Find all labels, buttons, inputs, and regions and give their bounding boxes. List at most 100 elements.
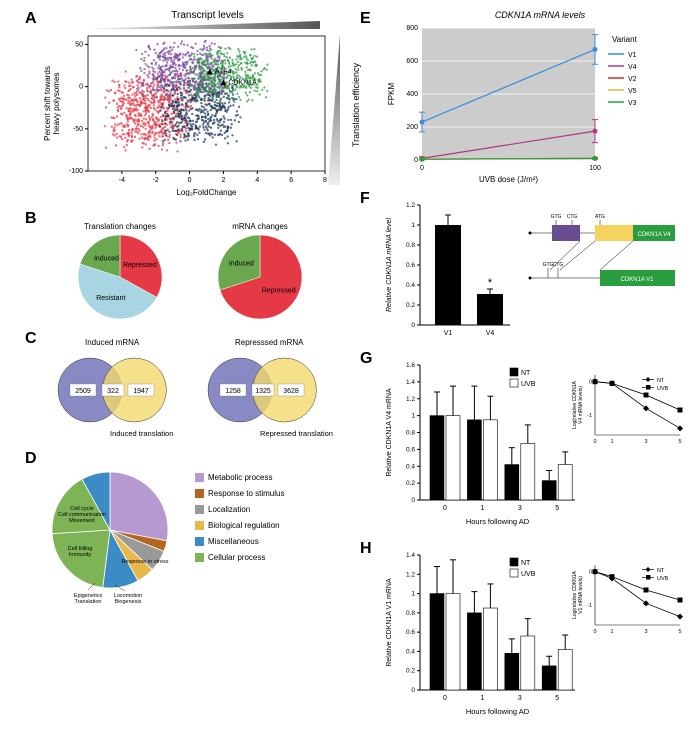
svg-text:3: 3: [644, 629, 647, 635]
svg-text:8: 8: [323, 177, 327, 184]
svg-text:1: 1: [480, 695, 484, 702]
svg-text:V1: V1: [444, 330, 453, 337]
svg-text:CDKN1A: CDKN1A: [228, 79, 257, 86]
panel-a-top-title: Transcript levels: [75, 10, 340, 21]
svg-text:1947: 1947: [133, 388, 149, 395]
svg-text:0: 0: [414, 157, 418, 164]
svg-text:0: 0: [411, 322, 415, 329]
panel-d-label: D: [25, 450, 37, 468]
svg-text:1: 1: [610, 629, 613, 635]
svg-text:0: 0: [79, 84, 83, 91]
svg-text:5: 5: [555, 505, 559, 512]
svg-text:1.4: 1.4: [406, 379, 415, 386]
svg-text:UVB: UVB: [521, 571, 536, 578]
svg-text:Percent shift towardsheavy pol: Percent shift towardsheavy polysomes: [43, 66, 61, 141]
svg-text:Relative CDKN1A V1 mRNA: Relative CDKN1A V1 mRNA: [386, 578, 393, 667]
svg-text:600: 600: [406, 58, 418, 65]
svg-text:0.4: 0.4: [406, 648, 415, 655]
svg-text:0: 0: [593, 439, 596, 445]
svg-text:5: 5: [678, 629, 681, 635]
panel-c-label: C: [25, 330, 37, 348]
svg-text:1258: 1258: [225, 388, 241, 395]
panel-h: 0 0.2 0.4 0.6 0.8 1 1.2 1.4 Relative CDKN1A V1 m…: [380, 550, 690, 725]
panel-e-label: E: [360, 10, 371, 28]
svg-text:0: 0: [188, 177, 192, 184]
panel-a-right-title: Translation efficiency: [351, 63, 361, 147]
panel-f-label: F: [360, 190, 370, 208]
svg-text:3: 3: [518, 505, 522, 512]
panel-g-label: G: [360, 350, 372, 368]
svg-text:0.6: 0.6: [406, 629, 415, 636]
panel-e-title: CDKN1A mRNA levels: [400, 10, 680, 20]
svg-text:0: 0: [443, 505, 447, 512]
svg-text:1: 1: [411, 413, 415, 420]
svg-text:0.8: 0.8: [406, 610, 415, 617]
svg-text:0.8: 0.8: [406, 242, 415, 249]
svg-text:1.6: 1.6: [406, 362, 415, 369]
svg-text:-4: -4: [119, 177, 125, 184]
svg-text:ATG: ATG: [595, 214, 605, 220]
panel-a-scatter: -4-202468-100-50050Log₂FoldChangePercent…: [40, 31, 340, 196]
svg-text:-2: -2: [153, 177, 159, 184]
svg-text:Relative CDKN1A mRNA level: Relative CDKN1A mRNA level: [386, 218, 393, 312]
svg-text:Repressed: Repressed: [262, 288, 296, 295]
svg-text:Induced: Induced: [94, 255, 119, 262]
svg-text:-1: -1: [587, 413, 592, 419]
svg-text:GTG: GTG: [551, 214, 562, 220]
svg-text:Miscellaneous: Miscellaneous: [208, 537, 259, 546]
svg-text:Hours following AD: Hours following AD: [466, 707, 530, 716]
svg-text:Represssed mRNA: Represssed mRNA: [235, 338, 304, 347]
svg-text:400: 400: [406, 91, 418, 98]
svg-text:V4: V4: [628, 64, 637, 71]
svg-text:Log₂FoldChange: Log₂FoldChange: [176, 188, 237, 196]
svg-text:1: 1: [480, 505, 484, 512]
svg-text:1: 1: [411, 222, 415, 229]
svg-text:800: 800: [406, 25, 418, 32]
svg-text:Response to stress: Response to stress: [121, 559, 168, 565]
svg-text:0.8: 0.8: [406, 430, 415, 437]
svg-text:1: 1: [411, 591, 415, 598]
svg-text:UVB: UVB: [657, 576, 669, 582]
svg-text:0.6: 0.6: [406, 262, 415, 269]
svg-text:4: 4: [255, 177, 259, 184]
panel-a: Transcript levels -4-202468-100-50050Log…: [40, 10, 340, 210]
svg-text:mRNA changes: mRNA changes: [232, 222, 288, 231]
svg-text:UVB: UVB: [521, 381, 536, 388]
svg-text:0: 0: [420, 165, 424, 172]
svg-text:Hours following AD: Hours following AD: [466, 517, 530, 526]
svg-text:NT: NT: [657, 568, 665, 574]
panel-a-label: A: [25, 10, 37, 28]
svg-text:0: 0: [589, 380, 592, 386]
svg-text:1.2: 1.2: [406, 571, 415, 578]
svg-text:0: 0: [443, 695, 447, 702]
svg-text:0: 0: [589, 570, 592, 576]
svg-text:NT: NT: [521, 370, 531, 377]
svg-text:0.4: 0.4: [406, 282, 415, 289]
panel-f: 00.20.40.60.811.2Relative CDKN1A mRNA le…: [380, 200, 690, 350]
svg-text:0.4: 0.4: [406, 463, 415, 470]
svg-text:CTG: CTG: [553, 262, 564, 268]
svg-text:1325: 1325: [255, 388, 271, 395]
svg-text:V3: V3: [628, 100, 637, 107]
svg-text:NT: NT: [521, 560, 531, 567]
svg-text:CTG: CTG: [567, 214, 578, 220]
svg-text:UVB dose (J/m²): UVB dose (J/m²): [479, 175, 538, 184]
svg-text:V4: V4: [486, 330, 495, 337]
svg-text:1.2: 1.2: [406, 202, 415, 209]
svg-text:Log(relative CDKN1AV4 mRNA lev: Log(relative CDKN1AV4 mRNA levels): [572, 380, 584, 428]
svg-text:0: 0: [593, 629, 596, 635]
svg-text:200: 200: [406, 124, 418, 131]
panel-b-label: B: [25, 210, 37, 228]
svg-text:Localization: Localization: [208, 505, 250, 514]
svg-text:EpigeneticsTranslation: EpigeneticsTranslation: [74, 593, 103, 605]
svg-text:1: 1: [610, 439, 613, 445]
svg-text:-100: -100: [69, 168, 83, 175]
svg-text:Repressed translation: Repressed translation: [260, 429, 333, 438]
svg-text:Cellular process: Cellular process: [208, 553, 265, 562]
svg-text:0.2: 0.2: [406, 668, 415, 675]
svg-text:Induced: Induced: [229, 260, 254, 267]
svg-text:1.4: 1.4: [406, 552, 415, 559]
svg-text:2509: 2509: [75, 388, 91, 395]
panel-c: Induced mRNA25093221947Induced translati…: [40, 335, 340, 445]
svg-text:Repressed: Repressed: [123, 262, 157, 269]
